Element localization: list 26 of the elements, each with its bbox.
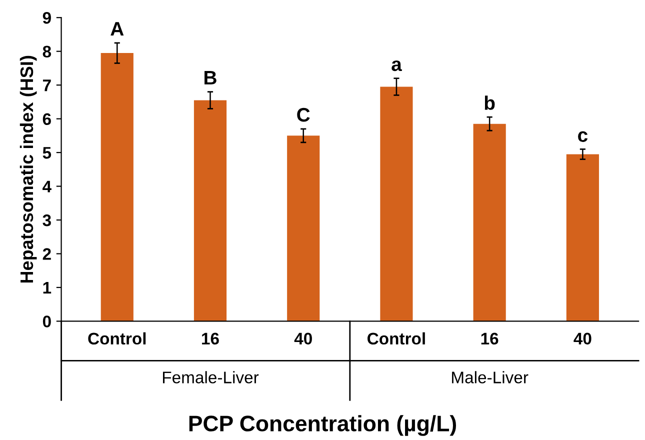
annotation: A xyxy=(110,22,124,36)
y-tick-label: 1 xyxy=(43,282,52,294)
annotation: C xyxy=(297,108,310,122)
x-tick-label: 16 xyxy=(202,332,219,345)
y-tick-label: 0 xyxy=(42,316,51,328)
text: Male-Liver xyxy=(452,371,528,384)
y-tick-label: 9 xyxy=(42,12,51,24)
y-tick-label: 3 xyxy=(42,214,51,226)
y-axis-title: Hepatosomatic index (HSI) xyxy=(20,56,37,283)
x-tick-label: Control xyxy=(88,332,146,345)
x-tick-label: 16 xyxy=(481,332,498,345)
x-tick-label: 40 xyxy=(294,332,312,345)
annotation: a xyxy=(392,60,402,72)
y-tick-label: 5 xyxy=(42,147,52,159)
y-tick-label: 2 xyxy=(42,248,51,260)
x-tick-label: Control xyxy=(368,332,425,345)
annotation: B xyxy=(204,71,216,84)
x-axis-title: PCP Concentration (µg/L) xyxy=(189,415,456,436)
y-tick-label: 7 xyxy=(43,80,51,92)
y-tick-label: 8 xyxy=(42,46,52,58)
x-tick-label: 40 xyxy=(574,332,592,345)
y-tick-label: 6 xyxy=(42,113,51,126)
text: Female-Liver xyxy=(162,371,259,384)
y-tick-label: 4 xyxy=(42,180,52,192)
annotation: c xyxy=(578,131,588,142)
annotation: b xyxy=(484,96,495,110)
